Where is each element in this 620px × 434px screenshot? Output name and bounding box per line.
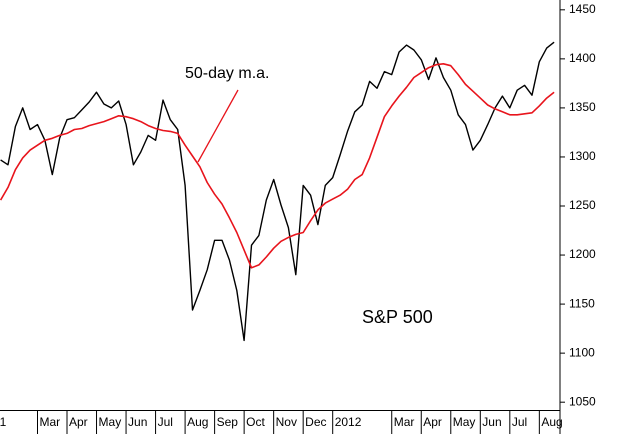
y-tick-label: 1300 <box>569 149 596 163</box>
x-tick-label: Sep <box>217 415 239 429</box>
annotation-pointer <box>197 89 239 163</box>
series-line <box>0 41 555 342</box>
y-tick-label: 1450 <box>569 2 596 16</box>
x-tick-label: Jul <box>512 415 527 429</box>
x-tick-label: Jun <box>482 415 501 429</box>
y-tick-label: 1150 <box>569 296 595 310</box>
x-tick-label: Nov <box>276 415 297 429</box>
y-tick-label: 1050 <box>569 394 596 408</box>
x-tick-label: Mar <box>394 415 415 429</box>
x-tick-label: 2011 <box>0 415 7 429</box>
series-label: 50-day m.a. <box>185 65 269 82</box>
x-tick-label: 2012 <box>335 415 362 429</box>
x-tick-label: Apr <box>69 415 88 429</box>
x-tick-label: Aug <box>187 415 208 429</box>
x-tick-label: Dec <box>305 415 326 429</box>
x-tick-label: Oct <box>246 415 265 429</box>
x-tick-label: Jul <box>158 415 173 429</box>
x-tick-label: May <box>453 415 476 429</box>
y-tick-label: 1100 <box>569 345 595 359</box>
y-tick-label: 1250 <box>569 198 596 212</box>
y-tick-label: 1350 <box>569 100 596 114</box>
x-tick-label: Jun <box>128 415 147 429</box>
series-label: S&P 500 <box>362 307 433 327</box>
x-tick-label: Apr <box>423 415 442 429</box>
x-tick-label: May <box>99 415 122 429</box>
x-tick-label: Mar <box>39 415 60 429</box>
series-line <box>0 63 555 269</box>
x-tick-label: Aug <box>541 415 562 429</box>
y-tick-label: 1200 <box>569 247 596 261</box>
y-tick-label: 1400 <box>569 51 596 65</box>
